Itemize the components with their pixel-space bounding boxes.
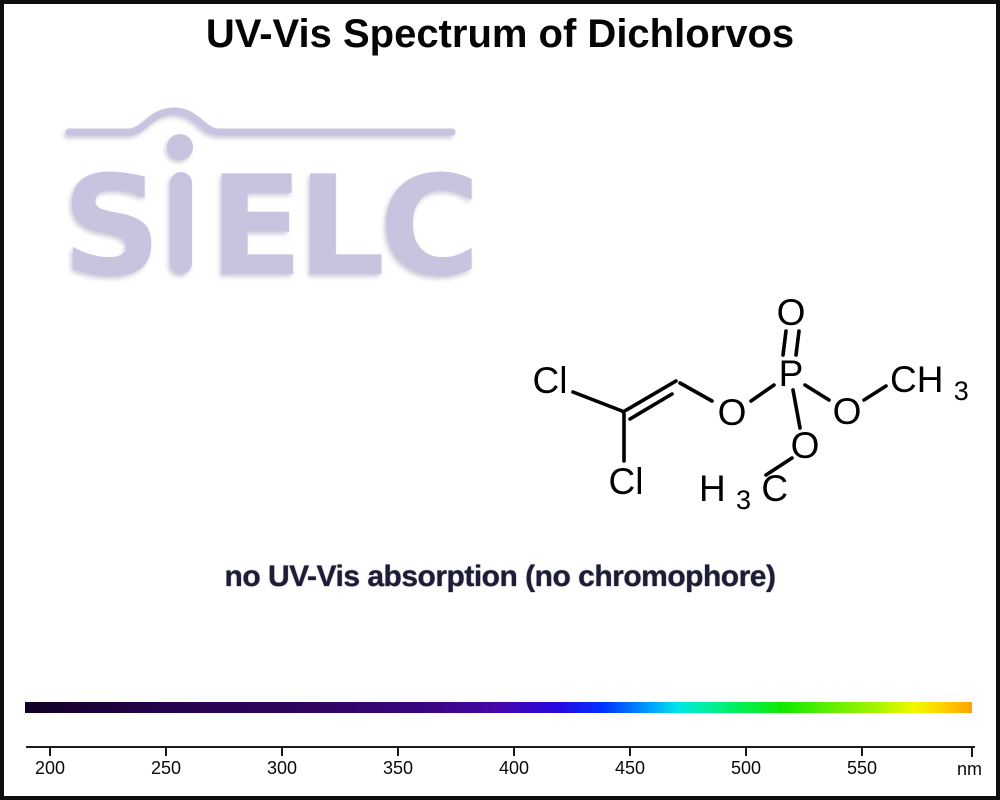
bond-p-o-double-b — [794, 329, 801, 357]
atom-h3c-h: H — [699, 468, 726, 509]
axis-tick — [281, 747, 283, 756]
axis-unit-label: nm — [957, 759, 983, 779]
figure-title: UV-Vis Spectrum of Dichlorvos — [205, 12, 795, 56]
axis-tick — [745, 747, 747, 756]
axis-tick-label: 300 — [266, 758, 298, 778]
bond-o-bottom-h3c — [764, 456, 794, 477]
atom-cl-top: Cl — [533, 360, 568, 401]
axis-tick-label: 400 — [498, 758, 530, 778]
axis-line — [26, 746, 975, 748]
watermark-chromatogram-line — [65, 107, 456, 136]
axis-tick — [629, 747, 631, 756]
axis-tick-label: 250 — [150, 758, 182, 778]
bond-o-right-ch3 — [862, 384, 888, 402]
atom-p: P — [779, 353, 804, 394]
watermark-i-dot — [167, 134, 193, 160]
atom-o-bottom: O — [791, 425, 820, 466]
watermark-i-stem — [170, 172, 192, 274]
axis-tick — [49, 747, 51, 756]
atom-h3c-c: C — [761, 468, 788, 509]
axis-tick — [397, 747, 399, 756]
bond-c2-c1-double-outer — [621, 379, 678, 414]
wavelength-axis: nm 200 250 300 350 400 450 500 550 — [4, 4, 996, 796]
atom-o-right: O — [833, 391, 862, 432]
bond-o-bridge-p — [749, 383, 776, 403]
atom-cl-bottom: Cl — [609, 461, 644, 502]
atom-o-double: O — [777, 292, 806, 333]
atom-h3c: H 3 C — [699, 468, 788, 517]
axis-tick-label: 200 — [34, 758, 66, 778]
watermark-letters-elc: ELC — [209, 146, 474, 284]
atom-ch3: CH 3 — [890, 359, 969, 406]
axis-tick-label: 550 — [846, 758, 878, 778]
molecule-structure: Cl Cl O P O O O CH 3 H 3 C — [533, 292, 969, 517]
axis-tick — [861, 747, 863, 756]
bond-c2-c1-double-inner — [628, 392, 674, 421]
axis-tick — [513, 747, 515, 756]
axis-tick-label: 350 — [382, 758, 414, 778]
axis-tick-label: 500 — [730, 758, 762, 778]
watermark-letter-s: S — [62, 146, 155, 284]
axis-tick — [165, 747, 167, 756]
bond-p-o-double-a — [781, 329, 788, 357]
atom-h3c-subscript: 3 — [736, 485, 751, 515]
sielc-watermark-logo: S ELC — [62, 107, 474, 284]
atom-ch3-subscript: 3 — [954, 376, 969, 406]
atom-ch3-main: CH — [890, 359, 943, 400]
bond-p-o-bottom — [791, 388, 802, 430]
axis-end-tick — [971, 747, 973, 757]
bond-c1-o-bridge — [678, 381, 714, 403]
axis-tick-label: 450 — [614, 758, 646, 778]
bond-cl-top-c2 — [571, 390, 624, 413]
wavelength-colorbar — [25, 702, 972, 713]
no-absorption-note: no UV-Vis absorption (no chromophore) — [224, 560, 776, 593]
bond-p-o-right — [803, 383, 831, 402]
atom-o-bridge: O — [718, 392, 747, 433]
